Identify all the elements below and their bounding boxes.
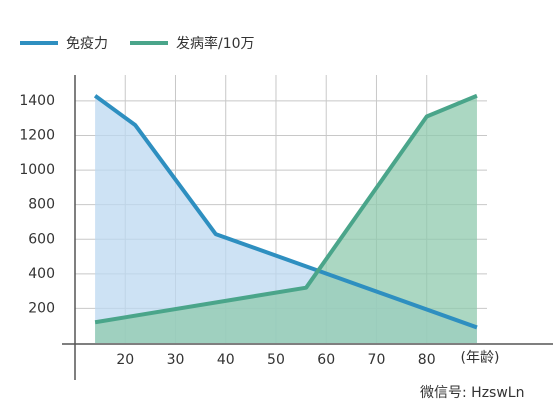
line: [94, 93, 478, 325]
x-tick-label: 50: [267, 352, 285, 368]
x-tick-label: 80: [418, 352, 436, 368]
legend-label: 发病率/10万: [176, 35, 255, 52]
y-tick-label: 400: [28, 266, 55, 282]
y-tick-label: 800: [28, 197, 55, 213]
legend-label: 免疫力: [66, 36, 108, 52]
watermark: 微信号: HzswLn: [420, 385, 524, 401]
x-tick-label: 70: [368, 352, 386, 368]
x-axis-label: (年龄): [461, 350, 500, 366]
line: [93, 94, 478, 330]
y-tick-label: 1400: [19, 93, 55, 109]
x-tick-label: 20: [116, 352, 134, 368]
x-tick-label: 30: [167, 352, 185, 368]
x-tick-label: 60: [317, 352, 335, 368]
y-tick-label: 200: [28, 300, 55, 316]
area: [95, 95, 477, 344]
x-tick-label: 40: [217, 352, 235, 368]
y-tick-label: 600: [28, 231, 55, 247]
area: [95, 95, 477, 344]
y-tick-label: 1200: [19, 128, 55, 144]
y-tick-label: 1000: [19, 162, 55, 178]
